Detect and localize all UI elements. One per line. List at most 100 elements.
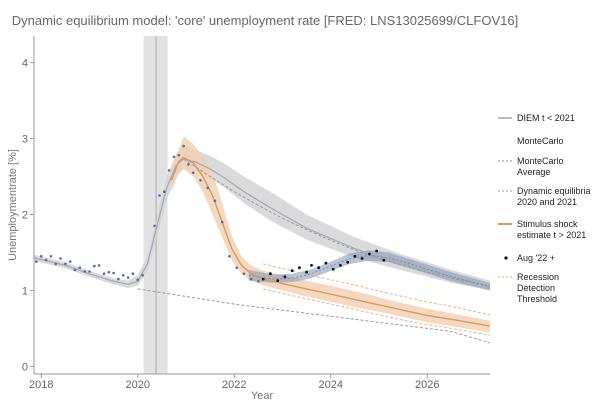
data-point-blue [249, 277, 253, 281]
legend-item-dyn_eq: Dynamic equilibria 2020 and 2021 [498, 186, 591, 207]
data-point-blue [102, 272, 106, 276]
montecarlo-band [248, 250, 490, 291]
plot-area [33, 36, 491, 374]
legend-label: MonteCarlo [517, 136, 564, 146]
data-point-blue [163, 190, 166, 193]
data-point-black [331, 267, 335, 271]
data-point-blue [54, 262, 57, 266]
data-point-blue [167, 169, 171, 172]
data-point-blue [228, 254, 231, 258]
data-point-black [298, 266, 301, 270]
legend-item-mc_avg: MonteCarlo Average [498, 156, 564, 177]
data-point-black [290, 269, 294, 273]
data-point-blue [39, 254, 43, 258]
y-tick-label: 3 [22, 134, 28, 146]
legend-label: DIEM t < 2021 [517, 113, 575, 123]
series-line-dyn-eq-lower [137, 288, 491, 344]
data-point-blue [242, 272, 246, 276]
data-point-blue [141, 274, 144, 277]
data-point-blue [235, 266, 238, 270]
series-line-diem [33, 158, 491, 287]
data-point-black [324, 261, 328, 265]
stimulus-band [171, 136, 490, 333]
data-point-black [368, 252, 371, 256]
x-tick-label: 2024 [319, 379, 343, 391]
data-point-black [353, 254, 357, 258]
legend-item-stimulus: Stimulus shock estimate t > 2021 [498, 219, 586, 240]
legend-label: Dynamic equilibria 2020 and 2021 [517, 186, 591, 207]
x-tick-label: 2020 [126, 379, 150, 391]
data-point-blue [59, 257, 62, 260]
data-point-blue [112, 271, 115, 275]
data-point-black [375, 249, 378, 253]
data-point-blue [126, 276, 130, 279]
data-point-blue [172, 155, 176, 159]
data-point-blue [107, 270, 111, 274]
data-point-black [305, 270, 308, 274]
data-point-black [382, 258, 386, 262]
data-point-blue [177, 153, 181, 157]
data-point-blue [131, 272, 135, 276]
data-point-blue [257, 280, 260, 283]
data-point-blue [64, 262, 67, 266]
legend-label: Recession Detection Threshold [517, 272, 559, 304]
chart-title: Dynamic equilibrium model: 'core' unempl… [12, 13, 518, 28]
data-point-black [310, 264, 313, 267]
x-tick-label: 2022 [222, 379, 246, 391]
y-tick-label: 0 [22, 361, 28, 373]
legend-label: Stimulus shock estimate t > 2021 [517, 219, 586, 240]
y-axis-label: Unemploymentrate [%] [7, 149, 19, 261]
x-axis-ticks: 2018 2020 2022 2024 2026 [29, 374, 440, 391]
data-point-blue [73, 268, 77, 272]
series-line-dyn-eq-upper [183, 158, 491, 288]
legend-item-recession: Recession Detection Threshold [498, 272, 559, 304]
data-point-black [283, 275, 287, 279]
data-point-blue [158, 194, 161, 197]
legend: DIEM t < 2021 MonteCarlo MonteCarlo Average… [498, 113, 591, 304]
data-point-blue [97, 264, 101, 267]
data-point-blue [136, 278, 139, 282]
data-point-black [360, 257, 364, 260]
legend-swatch [504, 256, 508, 260]
data-point-blue [35, 260, 38, 263]
data-point-black [317, 266, 321, 270]
data-point-blue [206, 186, 209, 190]
data-point-black [346, 260, 350, 264]
data-point-blue [117, 277, 120, 281]
y-tick-label: 2 [22, 209, 28, 221]
data-point-black [261, 277, 265, 281]
series-line-recession-lower [263, 288, 491, 336]
legend-item-aug22: Aug '22 + [504, 253, 555, 263]
x-axis-label: Year [251, 390, 274, 402]
data-point-blue [191, 171, 195, 174]
data-point-black [276, 279, 280, 282]
data-point-blue [93, 264, 96, 268]
legend-item-diem: DIEM t < 2021 [498, 113, 575, 123]
data-point-blue [199, 179, 202, 182]
data-point-blue [83, 270, 86, 273]
legend-label: Aug '22 + [517, 253, 555, 263]
x-tick-label: 2018 [29, 379, 53, 391]
data-point-blue [78, 266, 82, 270]
data-point-blue [68, 260, 72, 263]
x-tick-label: 2026 [415, 379, 439, 391]
y-tick-label: 1 [22, 285, 28, 297]
y-tick-label: 4 [22, 58, 28, 70]
data-point-blue [213, 199, 217, 203]
data-point-blue [153, 224, 156, 228]
legend-label: MonteCarlo Average [517, 156, 564, 177]
series-line-recession-upper [263, 263, 491, 316]
data-point-black [339, 264, 342, 267]
data-point-blue [49, 254, 53, 258]
series-line-montecarlo-avg [248, 254, 491, 288]
data-point-blue [187, 163, 190, 166]
data-point-blue [220, 220, 224, 224]
data-point-blue [44, 258, 48, 262]
data-point-blue [182, 144, 185, 148]
y-axis-ticks: 0 1 2 3 4 [22, 58, 34, 373]
legend-item-montecarlo: MonteCarlo [517, 136, 564, 146]
data-point-blue [88, 270, 91, 273]
data-point-black [269, 272, 272, 276]
data-point-blue [122, 274, 125, 277]
